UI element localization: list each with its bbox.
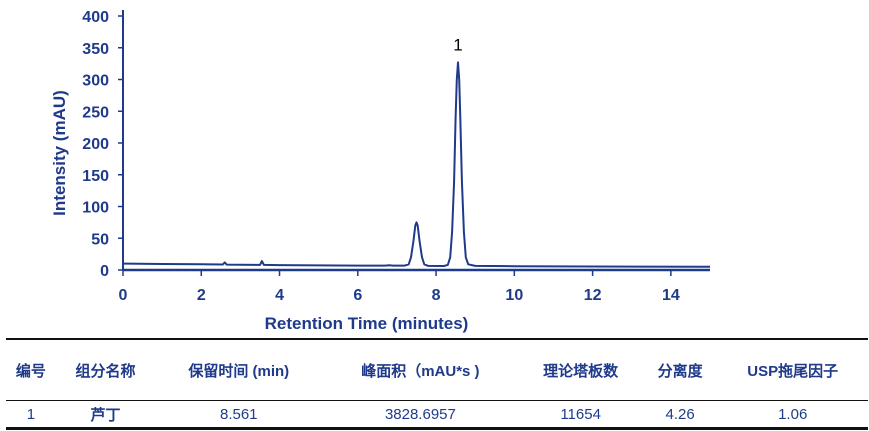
peak-label: 1 [453, 35, 462, 54]
cell-tailing: 1.06 [717, 400, 868, 430]
x-tick-label: 8 [432, 287, 441, 304]
col-header: 分离度 [642, 338, 718, 401]
chromatogram-trace [122, 61, 711, 268]
cell-component: 芦丁 [55, 400, 156, 430]
y-tick-label: 300 [82, 73, 109, 90]
x-tick-label: 10 [505, 287, 523, 304]
x-axis-label: Retention Time (minutes) [265, 314, 469, 333]
cell-peak-area: 3828.6957 [322, 400, 519, 430]
x-tick-label: 2 [197, 287, 206, 304]
y-tick-label: 350 [82, 41, 109, 58]
x-tick-label: 4 [275, 287, 284, 304]
y-tick-label: 0 [100, 263, 109, 280]
y-axis-label: Intensity (mAU) [50, 90, 69, 216]
peak-table: 编号 组分名称 保留时间 (min) 峰面积（mAU*s ) 理论塔板数 分离度… [6, 338, 868, 430]
y-tick-label: 250 [82, 104, 109, 121]
cell-retention-time: 8.561 [155, 400, 323, 430]
y-tick-label: 50 [91, 231, 109, 248]
table-row: 1 芦丁 8.561 3828.6957 11654 4.26 1.06 [6, 400, 868, 430]
x-tick-label: 12 [584, 287, 602, 304]
col-header: USP拖尾因子 [717, 338, 868, 401]
col-header: 峰面积（mAU*s ) [322, 338, 519, 401]
y-tick-label: 400 [82, 9, 109, 26]
table-header-row: 编号 组分名称 保留时间 (min) 峰面积（mAU*s ) 理论塔板数 分离度… [6, 338, 868, 401]
cell-plates: 11654 [518, 400, 643, 430]
x-tick-label: 14 [662, 287, 680, 304]
col-header: 理论塔板数 [518, 338, 643, 401]
x-tick-label: 0 [119, 287, 128, 304]
x-tick-label: 6 [353, 287, 362, 304]
y-tick-label: 100 [82, 200, 109, 217]
col-header: 组分名称 [55, 338, 156, 401]
cell-number: 1 [6, 400, 56, 430]
cell-resolution: 4.26 [642, 400, 718, 430]
y-tick-label: 150 [82, 168, 109, 185]
y-tick-label: 200 [82, 136, 109, 153]
chromatogram-chart: 0 50 100 150 200 250 300 350 400 0 2 4 6 8 10 12 14 Reten… [50, 9, 711, 333]
col-header: 保留时间 (min) [155, 338, 323, 401]
col-header: 编号 [6, 338, 56, 401]
